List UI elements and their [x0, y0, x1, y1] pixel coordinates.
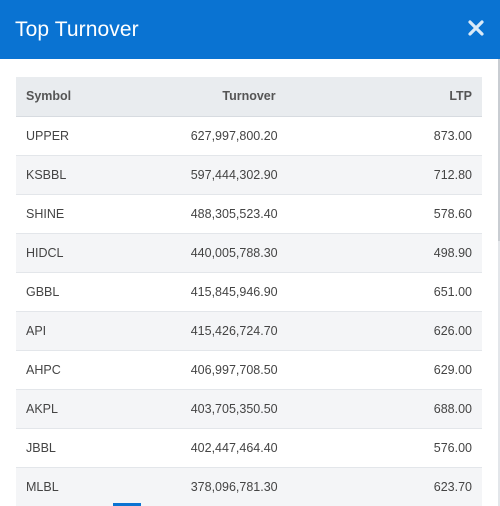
table-row[interactable]: JBBL 402,447,464.40 576.00 — [16, 428, 482, 468]
ltp-cell: 576.00 — [403, 428, 482, 468]
vertical-scrollbar[interactable] — [498, 59, 500, 506]
turnover-cell: 415,845,946.90 — [103, 272, 404, 312]
column-header-ltp[interactable]: LTP — [403, 77, 482, 117]
symbol-cell: SHINE — [16, 194, 104, 234]
table-row[interactable]: UPPER 627,997,800.20 873.00 — [16, 116, 482, 156]
ltp-cell: 629.00 — [403, 350, 482, 390]
symbol-cell: UPPER — [16, 116, 104, 156]
table-row[interactable]: GBBL 415,845,946.90 651.00 — [16, 272, 482, 312]
column-header-symbol[interactable]: Symbol — [16, 77, 104, 117]
symbol-cell: API — [16, 311, 104, 351]
turnover-cell: 406,997,708.50 — [103, 350, 404, 390]
turnover-cell: 415,426,724.70 — [103, 311, 404, 351]
turnover-cell: 440,005,788.30 — [103, 233, 404, 273]
ltp-cell: 623.70 — [433, 479, 472, 494]
scrollbar-thumb[interactable] — [498, 59, 500, 241]
symbol-cell: MLBL — [26, 479, 59, 494]
symbol-cell: KSBBL — [16, 155, 104, 195]
symbol-cell: GBBL — [16, 272, 104, 312]
table-row[interactable]: MLBL 378,096,781.30 623.70 — [16, 467, 482, 506]
table-row[interactable]: HIDCL 440,005,788.30 498.90 — [16, 233, 482, 273]
turnover-cell: 488,305,523.40 — [103, 194, 404, 234]
ltp-cell: 712.80 — [403, 155, 482, 195]
modal-header: Top Turnover — [0, 0, 500, 59]
turnover-cell: 597,444,302.90 — [103, 155, 404, 195]
ltp-cell: 688.00 — [403, 389, 482, 429]
modal-title: Top Turnover — [15, 17, 139, 41]
close-button[interactable] — [468, 20, 484, 36]
turnover-cell: 627,997,800.20 — [103, 116, 404, 156]
symbol-cell: HIDCL — [16, 233, 104, 273]
table-header-row: Symbol Turnover LTP — [16, 77, 482, 117]
symbol-cell: AKPL — [16, 389, 104, 429]
close-icon — [468, 20, 484, 36]
turnover-cell: 403,705,350.50 — [103, 389, 404, 429]
table-row[interactable]: API 415,426,724.70 626.00 — [16, 311, 482, 351]
table-row[interactable]: AKPL 403,705,350.50 688.00 — [16, 389, 482, 429]
turnover-cell: 402,447,464.40 — [103, 428, 404, 468]
table-row[interactable]: SHINE 488,305,523.40 578.60 — [16, 194, 482, 234]
column-header-turnover[interactable]: Turnover — [103, 77, 404, 117]
table-row[interactable]: KSBBL 597,444,302.90 712.80 — [16, 155, 482, 195]
table-row[interactable]: AHPC 406,997,708.50 629.00 — [16, 350, 482, 390]
turnover-cell: 378,096,781.30 — [190, 479, 278, 494]
ltp-cell: 626.00 — [403, 311, 482, 351]
ltp-cell: 873.00 — [403, 116, 482, 156]
ltp-cell: 578.60 — [403, 194, 482, 234]
symbol-cell: AHPC — [16, 350, 104, 390]
ltp-cell: 651.00 — [403, 272, 482, 312]
scroll-indicator — [113, 503, 141, 506]
modal-body: Symbol Turnover LTP UPPER 627,997,800.20… — [0, 59, 500, 506]
turnover-table: Symbol Turnover LTP UPPER 627,997,800.20… — [16, 77, 482, 506]
ltp-cell: 498.90 — [403, 233, 482, 273]
symbol-cell: JBBL — [16, 428, 104, 468]
